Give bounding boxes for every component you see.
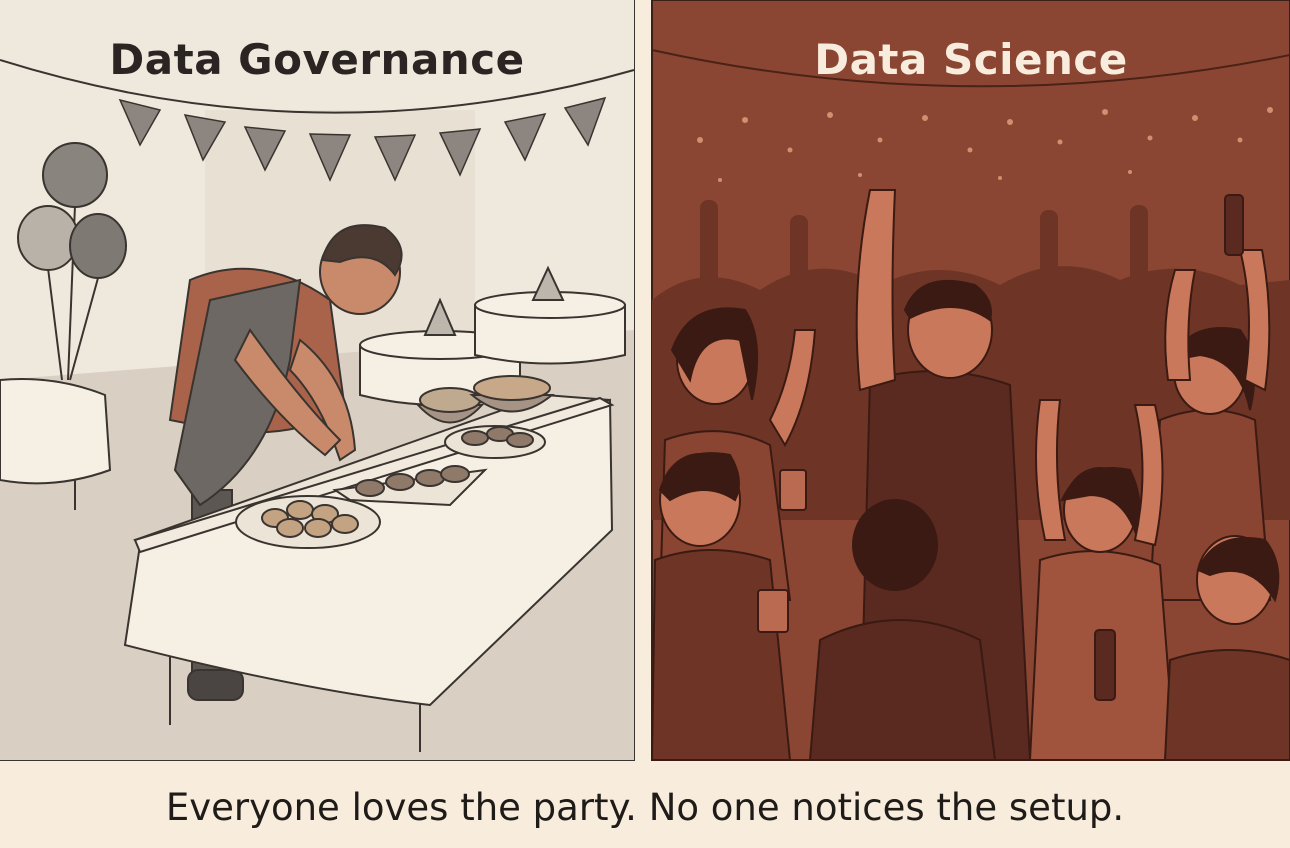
caption: Everyone loves the party. No one notices… — [165, 786, 1125, 829]
panel-title-right: Data Science — [814, 35, 1128, 84]
crowd-foreground — [650, 189, 1290, 761]
bottle — [1224, 194, 1244, 256]
panel-title-left: Data Governance — [109, 35, 525, 84]
bunting-string — [0, 59, 635, 114]
drink-glass — [779, 469, 807, 511]
right-panel — [650, 0, 1290, 761]
party-lights — [697, 107, 1273, 182]
drink-glass-2 — [757, 589, 789, 633]
balloons — [17, 142, 127, 381]
bunting-flags — [118, 96, 607, 182]
side-table-left — [0, 378, 112, 510]
food-platters — [235, 375, 555, 549]
round-table-back-2 — [474, 265, 626, 365]
left-panel — [0, 0, 635, 761]
bottle-2 — [1094, 629, 1116, 701]
